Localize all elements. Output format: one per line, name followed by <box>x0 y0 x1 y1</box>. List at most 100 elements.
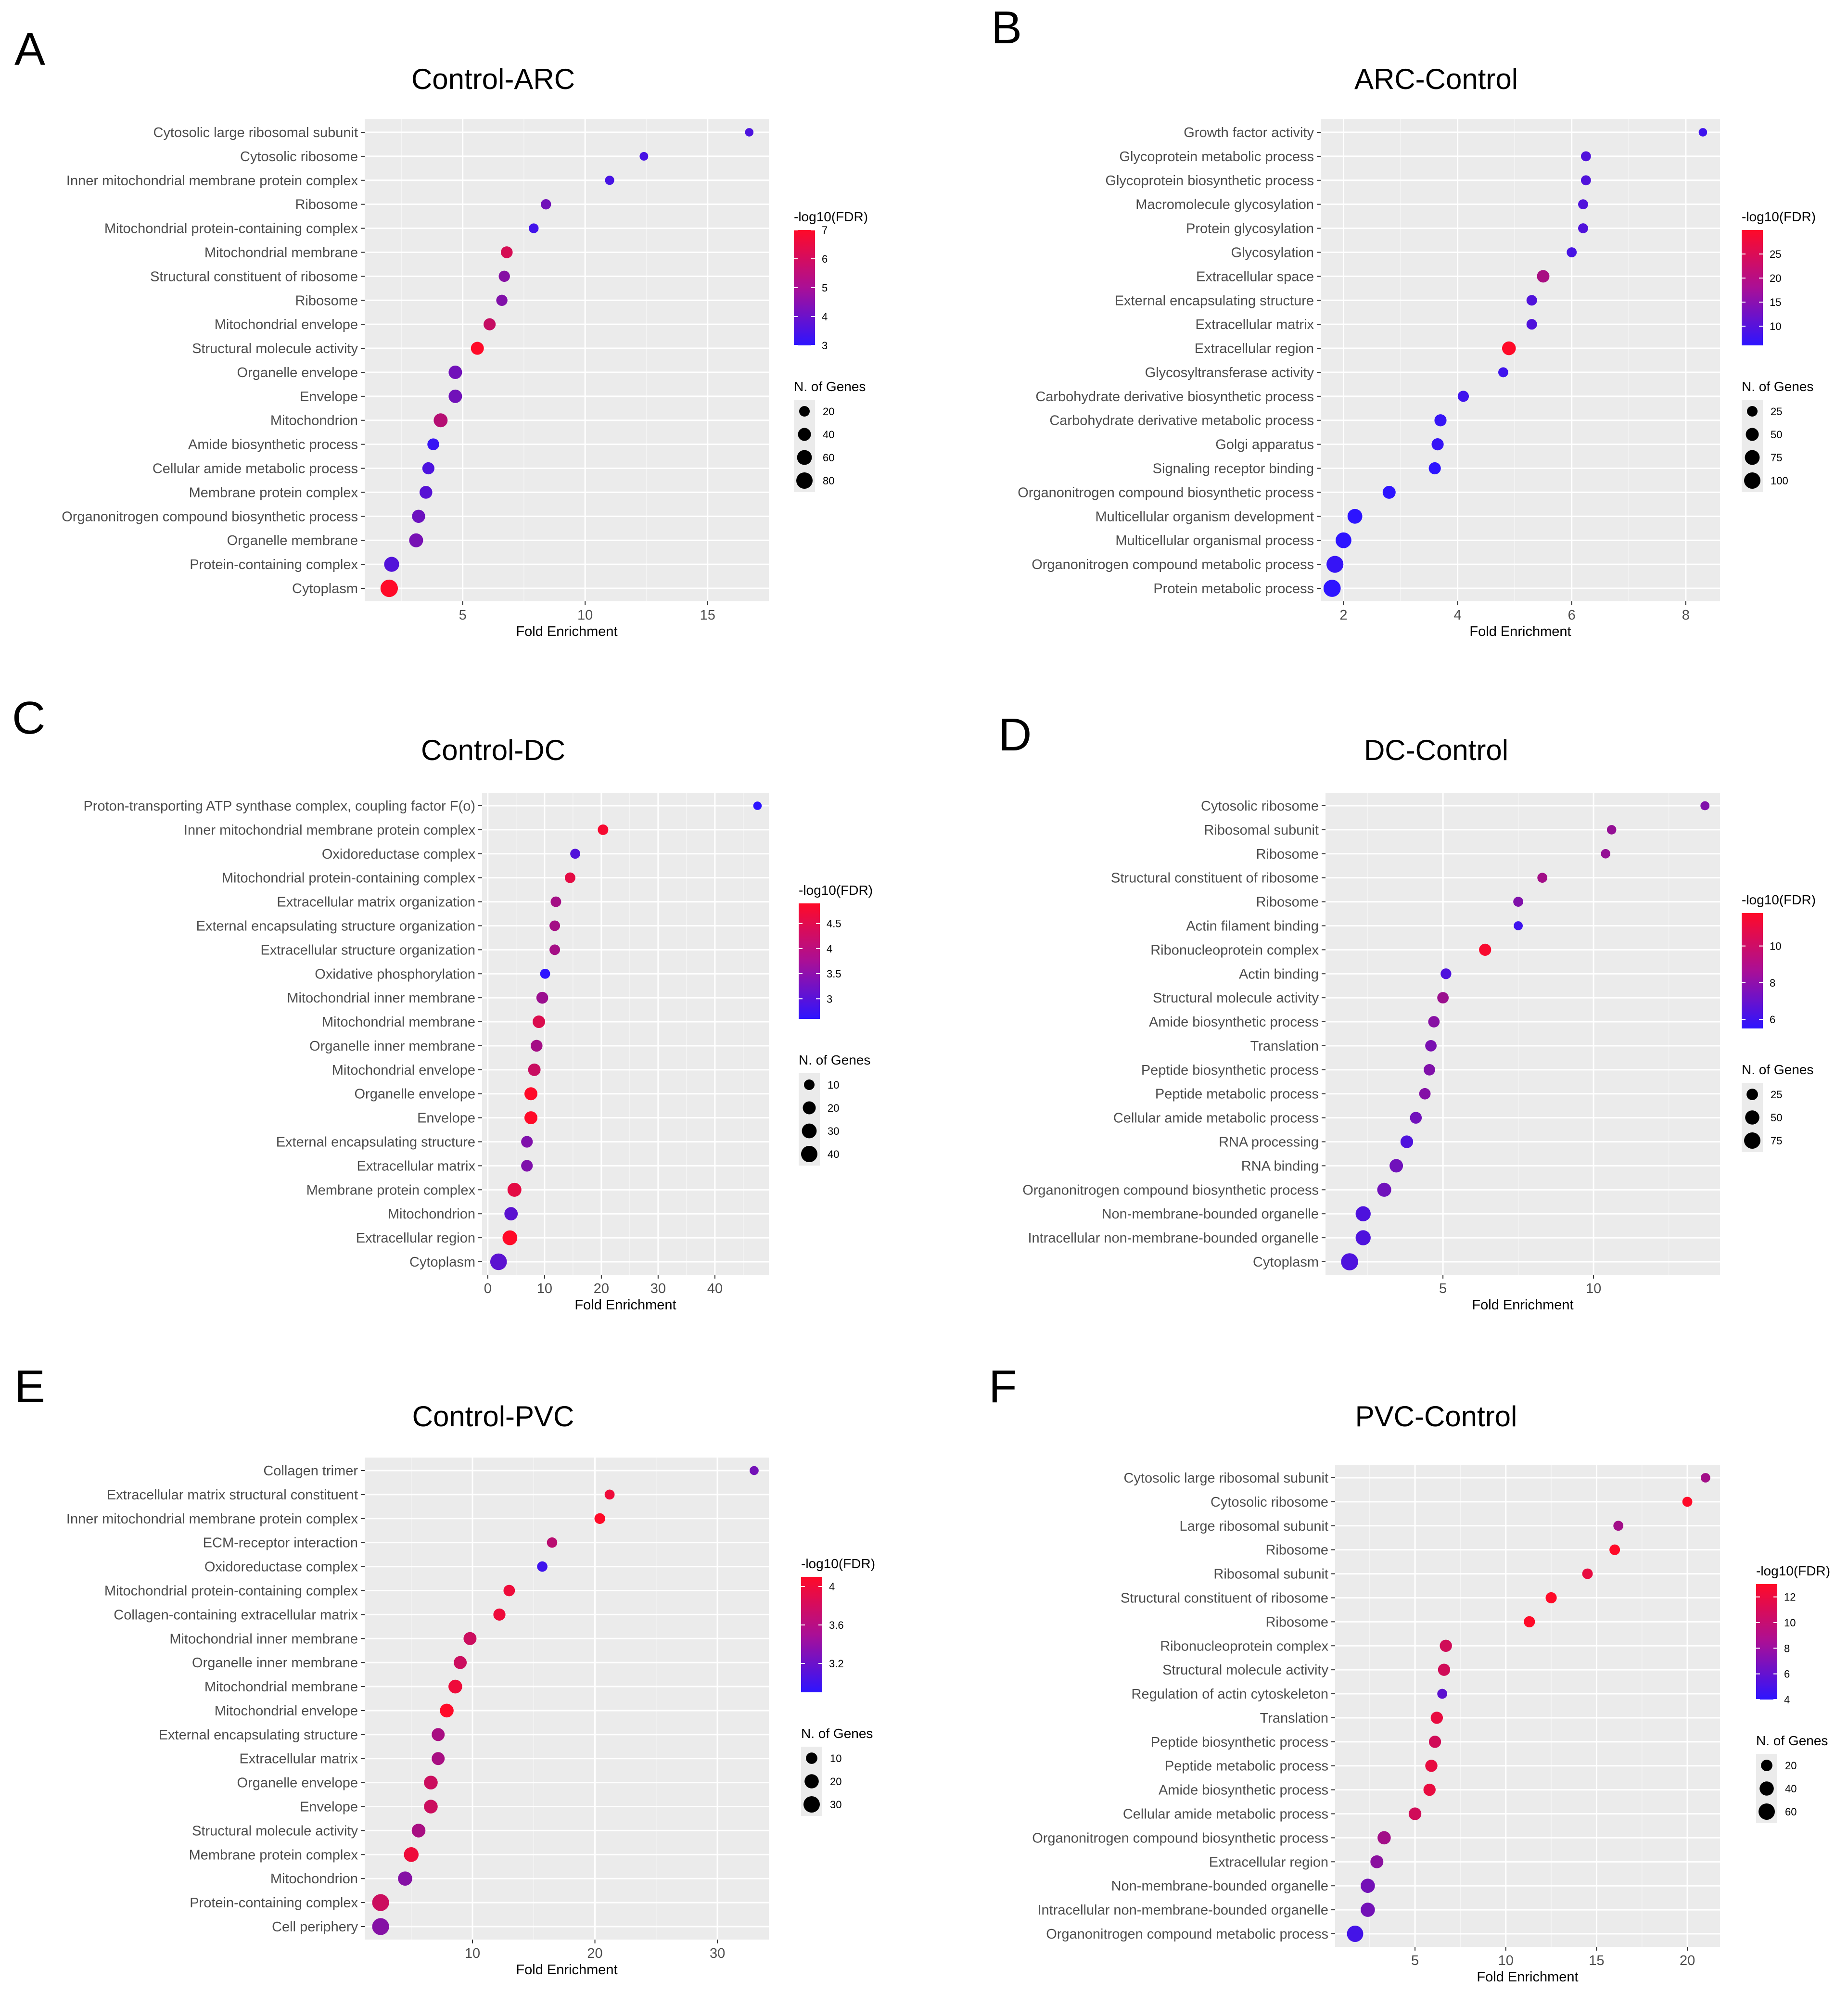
category-label: Ribosome <box>295 197 358 213</box>
category-label: Oxidoreductase complex <box>204 1560 358 1575</box>
category-label: Carbohydrate derivative metabolic proces… <box>1049 413 1314 429</box>
data-point <box>1326 556 1344 573</box>
data-point <box>433 413 448 428</box>
data-point <box>1428 1016 1440 1028</box>
color-legend-label: 10 <box>1784 1617 1796 1629</box>
category-label: Amide biosynthetic process <box>1159 1783 1328 1798</box>
size-legend-label: 60 <box>1785 1806 1797 1818</box>
category-label: Multicellular organismal process <box>1115 533 1314 548</box>
data-point <box>604 1489 615 1500</box>
data-point <box>1425 1760 1438 1772</box>
category-label: Structural constituent of ribosome <box>150 269 358 284</box>
panel-B-plot-background <box>1321 119 1720 601</box>
data-point <box>605 176 614 185</box>
data-point <box>372 1918 389 1935</box>
data-point <box>384 557 399 572</box>
panel-C-plot-background <box>482 793 769 1275</box>
category-label: Peptide metabolic process <box>1155 1087 1319 1102</box>
data-point <box>1419 1088 1431 1100</box>
category-label: Cellular amide metabolic process <box>153 461 358 477</box>
size-legend-dot <box>1759 1781 1774 1796</box>
panel-A-title: Control-ARC <box>411 63 575 95</box>
color-legend-title: -log10(FDR) <box>799 883 873 898</box>
data-point <box>1682 1497 1693 1507</box>
data-point <box>521 1136 533 1148</box>
size-legend-label: 25 <box>1771 1089 1782 1101</box>
size-legend-label: 50 <box>1771 1112 1782 1124</box>
category-label: Ribosome <box>1256 895 1319 910</box>
x-tick-label: 0 <box>484 1281 492 1296</box>
data-point <box>398 1871 412 1886</box>
size-legend-dot <box>806 1752 817 1764</box>
data-point <box>424 1776 438 1789</box>
data-point <box>1382 485 1396 499</box>
data-point <box>409 533 423 547</box>
data-point <box>550 896 561 907</box>
size-legend-dot <box>1745 450 1760 465</box>
data-point <box>536 991 548 1004</box>
data-point <box>1323 580 1341 597</box>
category-label: Cell periphery <box>272 1919 358 1935</box>
category-label: Inner mitochondrial membrane protein com… <box>184 823 476 838</box>
category-label: Mitochondrial envelope <box>332 1063 475 1078</box>
x-tick-label: 15 <box>1589 1953 1604 1968</box>
data-point <box>745 128 754 137</box>
category-label: Extracellular matrix <box>357 1158 475 1174</box>
size-legend-title: N. of Genes <box>1742 379 1813 394</box>
data-point <box>1355 1230 1371 1245</box>
category-label: Protein metabolic process <box>1153 581 1314 596</box>
data-point <box>1606 825 1617 835</box>
category-label: Extracellular structure organization <box>261 942 475 958</box>
category-label: Extracellular region <box>1195 341 1314 356</box>
category-label: External encapsulating structure <box>1115 293 1314 308</box>
data-point <box>500 246 513 258</box>
panel-E: E Control-PVC 10 20 30 Collagen trimer Extrace… <box>14 1361 875 1978</box>
category-label: External encapsulating structure <box>159 1727 358 1743</box>
data-point <box>1438 1663 1451 1676</box>
panel-F-xlabel: Fold Enrichment <box>1477 1969 1578 1985</box>
size-legend-label: 100 <box>1771 475 1788 487</box>
size-legend-label: 10 <box>828 1079 839 1091</box>
category-label: Ribosome <box>1256 847 1319 862</box>
color-legend-label: 7 <box>822 224 828 236</box>
color-legend-label: 4 <box>829 1581 835 1593</box>
category-label: Proton-transporting ATP synthase complex… <box>83 799 475 814</box>
data-point <box>1377 1831 1391 1845</box>
data-point <box>541 199 551 210</box>
category-label: Protein glycosylation <box>1186 221 1314 237</box>
category-label: Mitochondrial membrane <box>204 1679 358 1695</box>
category-label: Organelle envelope <box>237 1776 358 1791</box>
category-label: Extracellular region <box>356 1231 475 1246</box>
panel-D-letter: D <box>998 709 1032 761</box>
data-point <box>1580 175 1591 186</box>
category-label: Peptide biosynthetic process <box>1151 1735 1328 1750</box>
x-tick-label: 30 <box>710 1946 725 1961</box>
size-legend-title: N. of Genes <box>799 1053 870 1067</box>
category-label: Mitochondrial protein-containing complex <box>222 871 476 886</box>
category-label: Actin binding <box>1239 966 1319 982</box>
category-label: Golgi apparatus <box>1215 437 1314 453</box>
data-point <box>1431 438 1444 451</box>
data-point <box>1526 295 1537 306</box>
panel-F: F PVC-Control 5 10 15 20 Cytosolic large ribos… <box>989 1361 1830 1985</box>
panel-D: D DC-Control 5 10 Cytosolic ribosome Ribosoma… <box>998 709 1816 1313</box>
data-point <box>570 849 580 859</box>
category-label: Envelope <box>300 1800 358 1815</box>
color-legend-title: -log10(FDR) <box>1742 209 1816 224</box>
data-point <box>448 389 462 403</box>
data-point <box>1578 199 1588 210</box>
category-label: Glycoprotein metabolic process <box>1119 149 1314 165</box>
size-legend-label: 75 <box>1771 1135 1782 1147</box>
data-point <box>1498 367 1508 378</box>
color-legend-label: 12 <box>1784 1591 1796 1603</box>
data-point <box>463 1632 477 1645</box>
color-legend-label: 3 <box>822 340 828 352</box>
data-point <box>490 1253 507 1270</box>
size-legend-label: 20 <box>1785 1760 1797 1772</box>
category-label: Oxidoreductase complex <box>322 847 476 862</box>
data-point <box>1355 1206 1371 1221</box>
size-legend-label: 50 <box>1771 429 1782 441</box>
data-point <box>380 579 398 597</box>
panel-D-plot-background <box>1325 793 1720 1275</box>
category-label: Organonitrogen compound biosynthetic pro… <box>1018 485 1314 500</box>
